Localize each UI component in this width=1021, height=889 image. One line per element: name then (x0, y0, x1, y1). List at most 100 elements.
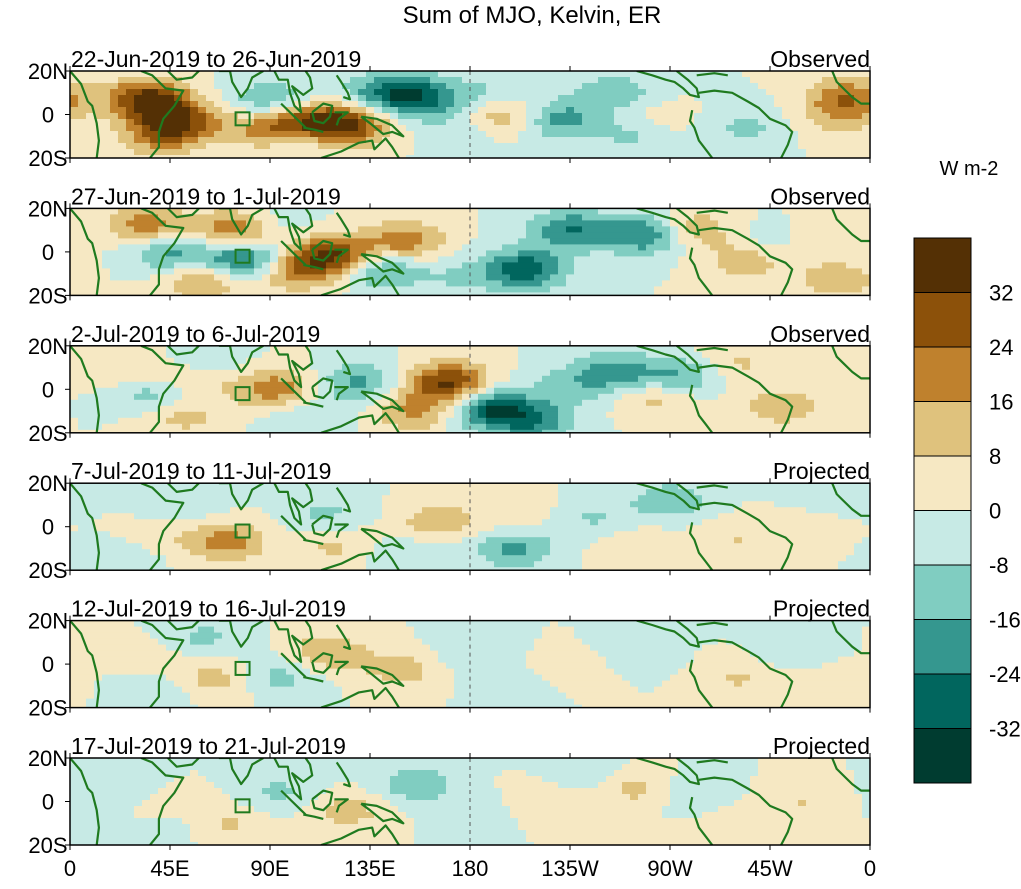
heatmap-cell (254, 375, 263, 383)
heatmap-cell (646, 417, 655, 425)
heatmap-cell (710, 292, 719, 296)
heatmap-cell (622, 113, 631, 120)
heatmap-cell (182, 537, 191, 544)
heatmap-cell (790, 149, 799, 156)
heatmap-cell (270, 226, 279, 233)
heatmap-cell (518, 405, 527, 413)
heatmap-cell (614, 95, 623, 102)
heatmap-cell (774, 113, 783, 120)
heatmap-cell (646, 351, 655, 359)
heatmap-cell (262, 149, 271, 156)
heatmap-cell (70, 387, 79, 395)
heatmap-cell (678, 387, 687, 395)
heatmap-cell (734, 149, 743, 156)
heatmap-cell (614, 143, 623, 150)
heatmap-cell (262, 244, 271, 251)
heatmap-cell (142, 393, 151, 401)
heatmap-cell (310, 345, 319, 353)
heatmap-cell (590, 214, 599, 221)
heatmap-cell (758, 411, 767, 419)
heatmap-cell (862, 357, 870, 365)
heatmap-cell (806, 77, 815, 84)
heatmap-cell (78, 232, 87, 239)
heatmap-cell (174, 393, 183, 401)
heatmap-cell (430, 101, 439, 108)
heatmap-cell (214, 393, 223, 401)
heatmap-cell (206, 387, 215, 395)
heatmap-cell (598, 208, 607, 215)
heatmap-cell (358, 274, 367, 281)
heatmap-cell (126, 232, 135, 239)
heatmap-cell (766, 280, 775, 287)
heatmap-cell (118, 131, 127, 138)
heatmap-cell (462, 155, 471, 158)
heatmap-cell (726, 393, 735, 401)
heatmap-cell (118, 561, 127, 568)
heatmap-cell (206, 250, 215, 257)
heatmap-cell (174, 501, 183, 508)
heatmap-cell (118, 286, 127, 293)
coastline (831, 208, 870, 243)
heatmap-cell (486, 411, 495, 419)
heatmap-cell (758, 393, 767, 401)
heatmap-cell (806, 262, 815, 269)
heatmap-cell (654, 256, 663, 263)
heatmap-cell (622, 232, 631, 239)
heatmap-cell (382, 244, 391, 251)
heatmap-cell (262, 155, 271, 158)
heatmap-cell (110, 357, 119, 365)
heatmap-cell (830, 262, 839, 269)
heatmap-cell (542, 363, 551, 371)
heatmap-cell (558, 155, 567, 158)
heatmap-cell (374, 77, 383, 84)
heatmap-cell (158, 513, 167, 520)
figure-title: Sum of MJO, Kelvin, ER (403, 2, 662, 29)
heatmap-cell (326, 357, 335, 365)
heatmap-cell (854, 292, 863, 296)
heatmap-cell (582, 292, 591, 296)
heatmap-cell (782, 107, 791, 114)
heatmap-cell (222, 561, 231, 568)
heatmap-cell (790, 286, 799, 293)
heatmap-cell (230, 256, 239, 263)
heatmap-cell (494, 286, 503, 293)
heatmap-cell (134, 220, 143, 227)
heatmap-cell (366, 149, 375, 156)
heatmap-cell (134, 125, 143, 132)
heatmap-cell (510, 268, 519, 275)
heatmap-cell (766, 155, 775, 158)
heatmap-cell (598, 286, 607, 293)
heatmap-cell (446, 357, 455, 365)
heatmap-cell (614, 369, 623, 377)
heatmap-cell (638, 107, 647, 114)
heatmap-cell (94, 244, 103, 251)
heatmap-cell (758, 351, 767, 359)
heatmap-cell (470, 149, 479, 156)
heatmap-cell (430, 95, 439, 102)
heatmap-cell (590, 220, 599, 227)
heatmap-cell (230, 226, 239, 233)
heatmap-cell (174, 537, 183, 544)
heatmap-cell (718, 238, 727, 245)
heatmap-cell (126, 537, 135, 544)
heatmap-cell (422, 149, 431, 156)
heatmap-cell (118, 208, 127, 215)
heatmap-cell (838, 292, 847, 296)
heatmap-cell (790, 250, 799, 257)
heatmap-cell (654, 226, 663, 233)
heatmap-cell (750, 71, 759, 78)
heatmap-cell (654, 429, 663, 433)
heatmap-cell (494, 125, 503, 132)
heatmap-cell (654, 292, 663, 296)
heatmap-cell (510, 149, 519, 156)
heatmap-cell (814, 232, 823, 239)
heatmap-cell (790, 369, 799, 377)
heatmap-cell (174, 125, 183, 132)
heatmap-cell (374, 292, 383, 296)
heatmap-cell (614, 262, 623, 269)
heatmap-cell (494, 232, 503, 239)
heatmap-cell (790, 411, 799, 419)
heatmap-cell (550, 119, 559, 126)
heatmap-cell (502, 423, 511, 431)
